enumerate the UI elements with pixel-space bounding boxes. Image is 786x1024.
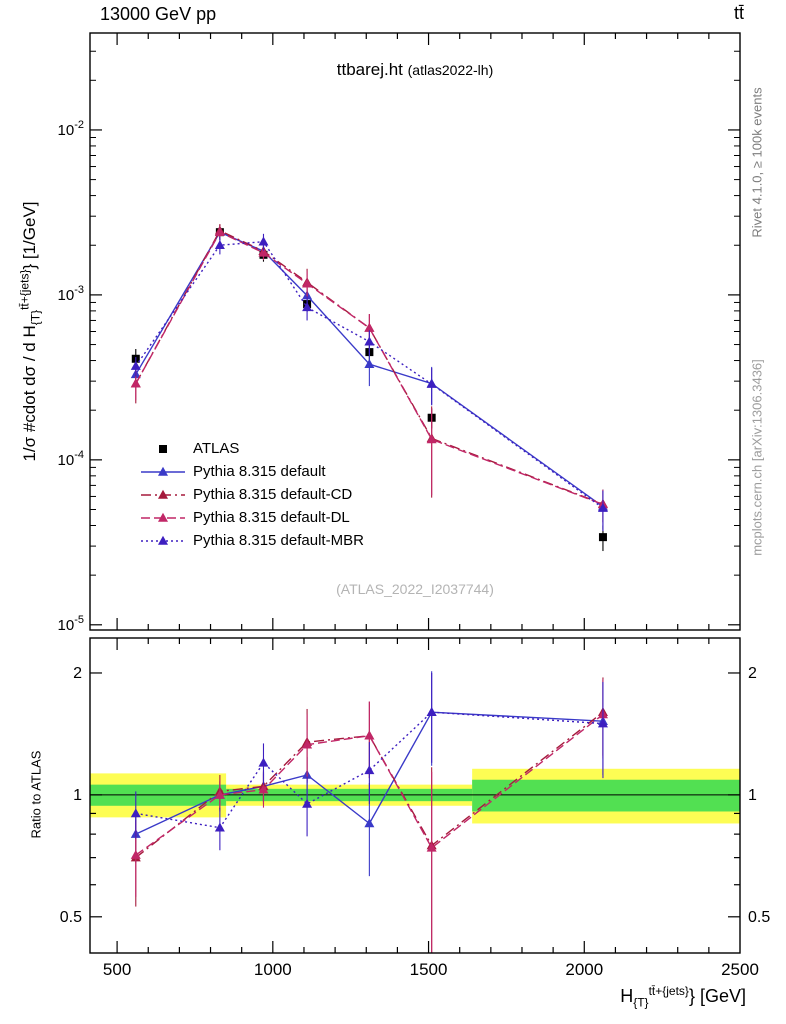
svg-text:1500: 1500 bbox=[410, 960, 448, 979]
legend-marker-default bbox=[141, 466, 185, 476]
svg-text:2: 2 bbox=[73, 665, 82, 682]
svg-text:10-3: 10-3 bbox=[58, 284, 84, 304]
legend-marker-atlas bbox=[159, 444, 167, 453]
legend-item-default-dl: Pythia 8.315 default-DL bbox=[140, 506, 364, 529]
legend-item-atlas: ATLAS bbox=[140, 437, 364, 460]
svg-text:10-5: 10-5 bbox=[58, 614, 84, 634]
legend-label: Pythia 8.315 default-DL bbox=[193, 509, 350, 526]
svg-text:2500: 2500 bbox=[721, 960, 759, 979]
legend-item-default-mbr: Pythia 8.315 default-MBR bbox=[140, 529, 364, 552]
svg-text:1: 1 bbox=[73, 787, 82, 804]
legend-label: Pythia 8.315 default-MBR bbox=[193, 532, 364, 549]
svg-text:0.5: 0.5 bbox=[60, 909, 82, 926]
legend-item-default-cd: Pythia 8.315 default-CD bbox=[140, 483, 364, 506]
mcplots-citation: mcplots.cern.ch [arXiv:1306.3436] bbox=[749, 359, 765, 556]
plot-title: ttbarej.ht (atlas2022-lh) bbox=[90, 60, 740, 80]
legend: ATLAS Pythia 8.315 default Pythia 8.315 … bbox=[140, 437, 364, 552]
legend-label: Pythia 8.315 default bbox=[193, 463, 326, 480]
legend-label: ATLAS bbox=[193, 440, 240, 457]
svg-text:0.5: 0.5 bbox=[748, 909, 770, 926]
process-label: tt̄ bbox=[733, 3, 744, 23]
svg-text:1: 1 bbox=[748, 787, 757, 804]
observable-name: ttbarej.ht bbox=[336, 60, 403, 79]
svg-text:1000: 1000 bbox=[254, 960, 292, 979]
legend-marker-default-dl bbox=[141, 512, 185, 522]
legend-item-default: Pythia 8.315 default bbox=[140, 460, 364, 483]
svg-text:10-2: 10-2 bbox=[58, 119, 84, 139]
svg-text:2000: 2000 bbox=[565, 960, 603, 979]
ratio-y-axis-label: Ratio to ATLAS bbox=[28, 750, 44, 839]
analysis-tag: (atlas2022-lh) bbox=[407, 62, 494, 78]
analysis-id-watermark: (ATLAS_2022_I2037744) bbox=[336, 581, 494, 597]
beam-energy-label: 13000 GeV pp bbox=[100, 4, 217, 24]
svg-text:2: 2 bbox=[748, 665, 757, 682]
y-axis-label: 1/σ #cdot dσ / d H{T}tt̄+{jets}} [1/GeV] bbox=[17, 201, 43, 462]
x-axis-label: H{T}tt̄+{jets}} [GeV] bbox=[620, 984, 746, 1010]
svg-text:500: 500 bbox=[103, 960, 131, 979]
legend-label: Pythia 8.315 default-CD bbox=[193, 486, 353, 503]
svg-text:10-4: 10-4 bbox=[58, 449, 84, 469]
legend-marker-default-mbr bbox=[141, 535, 185, 545]
legend-marker-default-cd bbox=[141, 489, 185, 499]
